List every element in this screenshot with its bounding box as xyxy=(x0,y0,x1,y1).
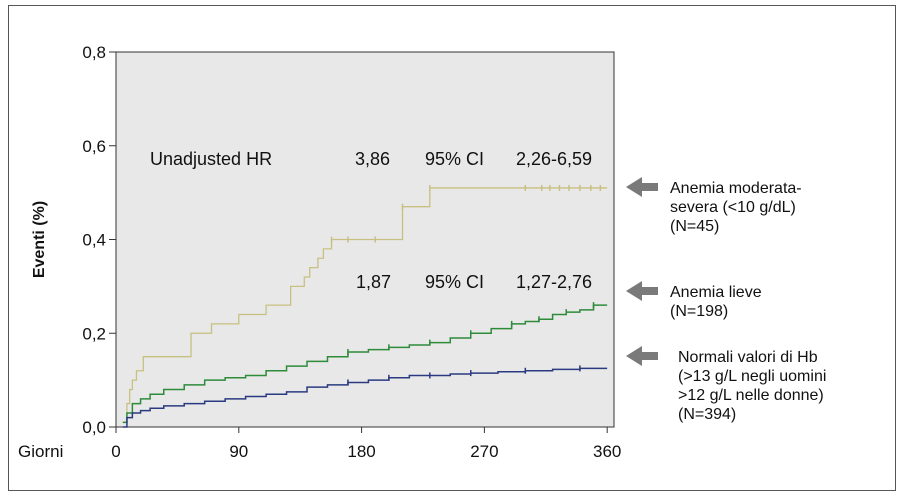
y-tick-label: 0,8 xyxy=(82,43,106,62)
y-tick-label: 0,6 xyxy=(82,137,106,156)
x-tick-label: 90 xyxy=(229,442,248,461)
hr-annotation: Unadjusted HR xyxy=(150,149,272,169)
figure-frame xyxy=(8,5,896,491)
series-line xyxy=(122,187,608,423)
legend-arrow-icon xyxy=(626,281,658,301)
y-tick-label: 0,2 xyxy=(82,324,106,343)
legend-text: Normali valori di Hb xyxy=(678,349,818,366)
legend-text: severa (<10 g/dL) xyxy=(670,199,796,216)
legend-text: (N=45) xyxy=(670,218,719,235)
hr-annotation: 95% CI xyxy=(425,272,484,292)
x-axis-label: Giorni xyxy=(18,442,63,461)
hr-annotation: 1,87 xyxy=(356,272,391,292)
hr-annotation: 2,26-6,59 xyxy=(516,149,592,169)
y-tick-label: 0,4 xyxy=(82,231,106,250)
x-tick-label: 180 xyxy=(347,442,375,461)
hr-annotation: 1,27-2,76 xyxy=(516,272,592,292)
x-tick-label: 360 xyxy=(593,442,621,461)
x-tick-label: 270 xyxy=(470,442,498,461)
plot-area xyxy=(115,51,615,428)
series-line xyxy=(122,367,608,428)
legend-text: (>13 g/L negli uomini xyxy=(678,368,826,385)
y-axis-label: Eventi (%) xyxy=(31,201,48,278)
x-tick-label: 0 xyxy=(111,442,120,461)
legend-text: Anemia moderata- xyxy=(670,180,802,197)
hr-annotation: 3,86 xyxy=(355,149,390,169)
y-tick-label: 0,0 xyxy=(82,418,106,437)
legend-text: >12 g/L nelle donne) xyxy=(678,387,824,404)
legend-text: Anemia lieve xyxy=(670,284,762,301)
hr-annotation: 95% CI xyxy=(425,149,484,169)
legend-text: (N=394) xyxy=(678,406,736,423)
legend-text: (N=198) xyxy=(670,303,728,320)
legend-arrow-icon xyxy=(626,177,658,197)
legend-arrow-icon xyxy=(626,346,658,366)
